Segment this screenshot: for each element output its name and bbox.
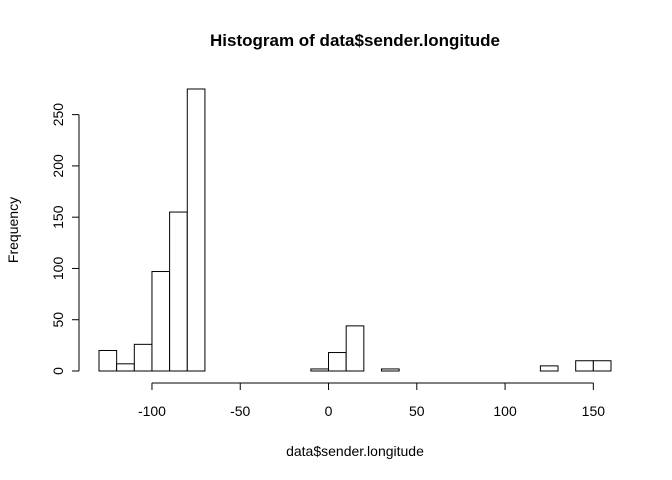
- histogram-bar: [116, 363, 135, 372]
- histogram-bar: [133, 343, 153, 372]
- y-tick-label: 150: [50, 205, 66, 229]
- y-tick-label: 50: [50, 312, 66, 328]
- y-tick-label: 0: [50, 367, 66, 375]
- y-axis-label: Frequency: [5, 197, 21, 263]
- y-tick-label: 100: [50, 257, 66, 281]
- y-axis: 0 50 100 150 200 250: [50, 103, 80, 375]
- histogram-bar: [575, 360, 594, 372]
- chart-title: Histogram of data$sender.longitude: [210, 31, 500, 50]
- x-tick-label: -50: [230, 403, 250, 419]
- y-tick-label: 250: [50, 103, 66, 127]
- histogram-bar: [539, 365, 559, 372]
- histogram-bar: [592, 360, 612, 372]
- histogram-bar: [169, 211, 188, 372]
- x-tick-label: 50: [409, 403, 425, 419]
- x-tick-label: -100: [138, 403, 166, 419]
- histogram-bar: [98, 349, 118, 372]
- histogram-bar: [310, 368, 330, 372]
- y-tick-label: 200: [50, 154, 66, 178]
- x-tick-label: 0: [325, 403, 333, 419]
- histogram-bar: [186, 88, 206, 372]
- x-tick-label: 100: [493, 403, 517, 419]
- histogram-bar: [328, 352, 347, 372]
- histogram-bars: [98, 88, 612, 372]
- x-tick-label: 150: [582, 403, 606, 419]
- x-axis-label: data$sender.longitude: [286, 443, 424, 459]
- histogram-bar: [380, 368, 400, 372]
- histogram-bar: [151, 271, 171, 372]
- histogram-bar: [345, 325, 365, 372]
- x-axis: -100 -50 0 50 100 150: [138, 382, 606, 419]
